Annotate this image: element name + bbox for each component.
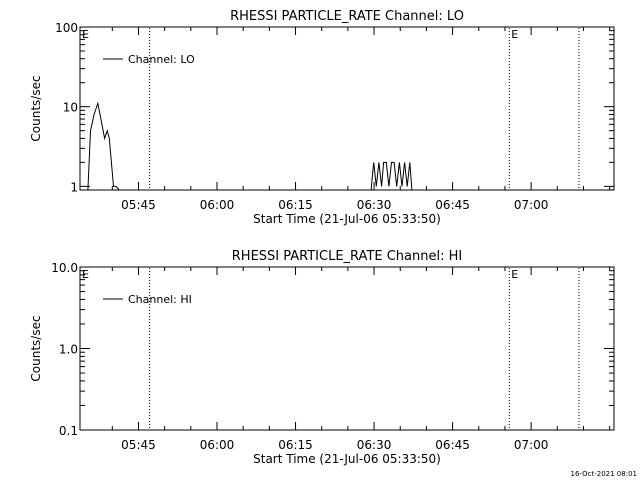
legend-entry: Channel: HI (128, 293, 192, 306)
y-tick-label: 1 (70, 180, 78, 194)
event-marker-label: E (82, 28, 89, 41)
series-line (370, 161, 413, 190)
chart-title: RHESSI PARTICLE_RATE Channel: LO (230, 9, 464, 24)
y-tick-label: 0.1 (59, 424, 78, 438)
panel-lo-channel: RHESSI PARTICLE_RATE Channel: LO 1 10 100 05… (29, 9, 615, 226)
y-tick-label: 10.0 (51, 261, 78, 275)
x-tick-label: 05:45 (121, 198, 156, 212)
y-axis-label: Counts/sec (29, 315, 43, 381)
x-tick-label: 06:15 (278, 438, 313, 452)
event-marker-label: E (82, 268, 89, 281)
x-tick-label: 05:45 (121, 438, 156, 452)
legend-entry: Channel: LO (128, 53, 195, 66)
event-marker-label: E (511, 28, 518, 41)
x-tick-label: 06:45 (435, 438, 470, 452)
event-marker-label: E (511, 268, 518, 281)
y-tick-label: 1.0 (59, 343, 78, 357)
panel-hi-channel: RHESSI PARTICLE_RATE Channel: HI 0.1 1.0 10… (29, 249, 615, 466)
x-tick-label: 06:30 (357, 438, 392, 452)
x-tick-label: 06:00 (200, 438, 235, 452)
plot-frame (79, 26, 615, 191)
x-tick-label: 07:00 (514, 198, 549, 212)
x-tick-label: 06:30 (357, 198, 392, 212)
chart-title: RHESSI PARTICLE_RATE Channel: HI (232, 249, 462, 264)
x-tick-label: 06:45 (435, 198, 470, 212)
x-axis-label: Start Time (21-Jul-06 05:33:50) (253, 212, 441, 226)
x-tick-label: 06:00 (200, 198, 235, 212)
y-tick-label: 10 (63, 101, 78, 115)
y-axis-label: Counts/sec (29, 75, 43, 141)
generation-timestamp: 16-Oct-2021 08:01 (571, 470, 637, 478)
x-tick-label: 06:15 (278, 198, 313, 212)
plot-frame (79, 266, 615, 431)
x-axis-label: Start Time (21-Jul-06 05:33:50) (253, 452, 441, 466)
series-line (87, 101, 120, 190)
x-tick-label: 07:00 (514, 438, 549, 452)
y-tick-label: 100 (55, 21, 78, 35)
